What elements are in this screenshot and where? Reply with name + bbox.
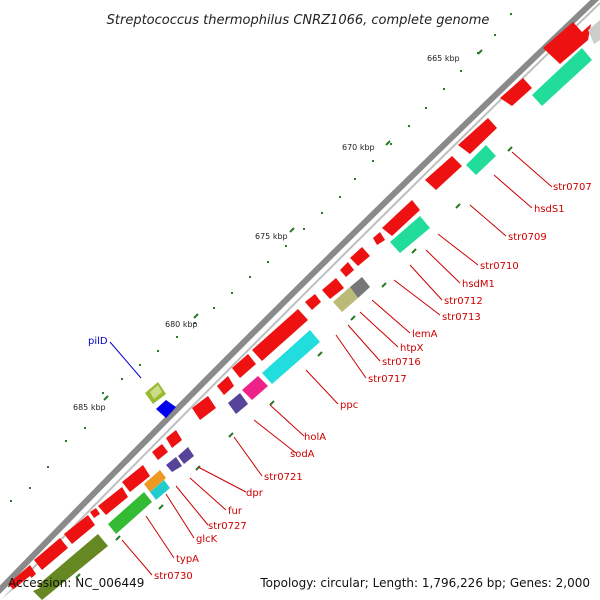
feature-box[interactable] [242, 376, 268, 400]
gene-label-str0730[interactable]: str0730 [154, 571, 193, 582]
gene-label-str0709[interactable]: str0709 [508, 232, 547, 243]
feature-box[interactable] [333, 287, 358, 312]
gene-label-str0716[interactable]: str0716 [382, 357, 421, 368]
gene-arrow[interactable] [217, 376, 234, 395]
gene-arrow[interactable] [305, 294, 321, 310]
feature-box[interactable] [532, 48, 592, 106]
gene-label-str0721[interactable]: str0721 [264, 472, 303, 483]
feature-box[interactable] [144, 470, 166, 492]
feature-box[interactable] [166, 457, 182, 472]
feature-box[interactable] [390, 216, 430, 253]
ruler-label-680: 680 kbp [165, 320, 198, 329]
gene-arrow[interactable] [64, 515, 95, 544]
feature-box[interactable] [466, 145, 496, 175]
feature-box[interactable] [588, 20, 600, 44]
gene-arrow[interactable] [192, 396, 216, 420]
gene-label-dpr[interactable]: dpr [246, 488, 264, 499]
map-title: Streptococcus thermophilus CNRZ1066, com… [107, 13, 490, 28]
gene-label-str0717[interactable]: str0717 [368, 374, 407, 385]
ruler-label-685: 685 kbp [73, 403, 106, 412]
gene-label-glcK[interactable]: glcK [196, 534, 218, 545]
gene-label-hsdS1[interactable]: hsdS1 [534, 204, 565, 215]
gene-label-ppc[interactable]: ppc [340, 400, 358, 411]
feature-box[interactable] [0, 576, 40, 600]
ruler-major-ticks [103, 49, 483, 401]
gene-arrow[interactable] [252, 309, 308, 361]
feature-box[interactable] [350, 277, 370, 298]
gene-label-str0727[interactable]: str0727 [208, 521, 247, 532]
gene-arrow[interactable] [382, 200, 420, 236]
feature-box[interactable] [178, 447, 194, 464]
leader-lines [121, 151, 553, 576]
gene-label-sodA[interactable]: sodA [290, 449, 315, 460]
gene-arrow[interactable] [90, 508, 100, 518]
ruler-label-665: 665 kbp [427, 54, 460, 63]
topology-summary: Topology: circular; Length: 1,796,226 bp… [259, 576, 590, 590]
gene-arrow[interactable] [98, 487, 128, 515]
feature-box[interactable] [108, 492, 152, 534]
gene-label-htpX[interactable]: htpX [400, 343, 424, 354]
gene-arrow[interactable] [543, 22, 591, 64]
feature-box-pilD-inner [150, 385, 162, 399]
gene-arrow[interactable] [373, 232, 385, 245]
gene-label-pilD[interactable]: pilD [88, 336, 108, 347]
gene-label-lemA[interactable]: lemA [412, 329, 438, 340]
ruler-label-675: 675 kbp [255, 232, 288, 241]
gene-arrow[interactable] [458, 118, 497, 154]
gene-label-str0712[interactable]: str0712 [444, 296, 483, 307]
reverse-feature-track [145, 382, 176, 418]
forward-gene-track [8, 22, 591, 592]
gene-arrow[interactable] [340, 262, 354, 277]
gene-arrow[interactable] [152, 444, 168, 460]
ruler-label-670: 670 kbp [342, 143, 375, 152]
gene-arrow[interactable] [425, 156, 462, 190]
feature-box[interactable] [32, 534, 108, 600]
accession-label: Accession: NC_006449 [8, 576, 144, 590]
gene-label-str0707[interactable]: str0707 [553, 182, 592, 193]
gene-arrow[interactable] [166, 430, 182, 448]
feature-track [0, 20, 600, 600]
gene-label-typA[interactable]: typA [176, 554, 199, 565]
feature-box[interactable] [228, 393, 248, 414]
gene-arrow[interactable] [500, 78, 532, 106]
gene-label-str0713[interactable]: str0713 [442, 312, 481, 323]
feature-box-blue[interactable] [156, 400, 176, 418]
feature-box[interactable] [262, 330, 320, 384]
inner-ticks [75, 146, 513, 579]
gene-arrow[interactable] [322, 278, 344, 299]
gene-arrow[interactable] [34, 538, 68, 570]
gene-label-fur[interactable]: fur [228, 506, 243, 517]
feature-box[interactable] [150, 480, 170, 500]
gene-arrow[interactable] [122, 465, 150, 492]
gene-label-holA[interactable]: holA [304, 432, 326, 443]
leader-line-pilD [109, 341, 142, 379]
gene-label-hsdM1[interactable]: hsdM1 [462, 279, 495, 290]
gene-label-str0710[interactable]: str0710 [480, 261, 519, 272]
ruler-dots [10, 13, 512, 502]
gene-arrow[interactable] [8, 565, 36, 592]
gene-arrow[interactable] [232, 354, 256, 378]
gene-arrow[interactable] [350, 247, 370, 266]
